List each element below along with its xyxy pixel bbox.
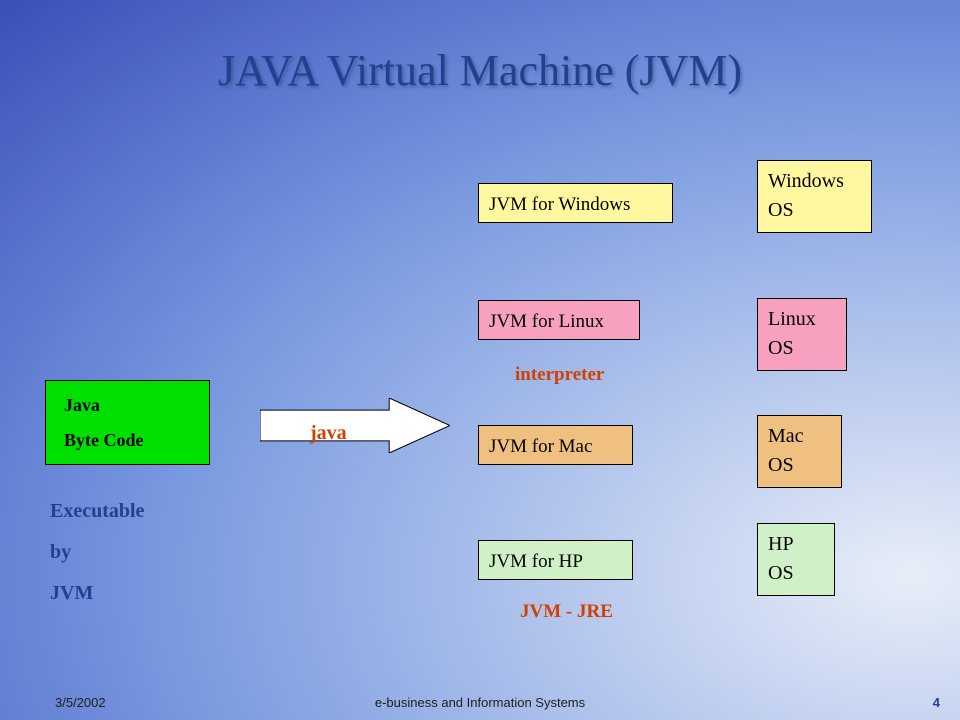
slide: JAVA Virtual Machine (JVM) Java Byte Cod…: [0, 0, 960, 720]
footer-page-number: 4: [933, 695, 940, 710]
os-line2: OS: [768, 451, 831, 480]
os-line1: Windows: [768, 167, 861, 196]
jvm-hp-box: JVM for HP: [478, 540, 633, 580]
bytecode-line2: Byte Code: [64, 428, 191, 453]
slide-title: JAVA Virtual Machine (JVM): [0, 45, 960, 96]
exec-line3: JVM: [50, 582, 144, 605]
jvm-box-text: JVM for Linux: [489, 311, 604, 332]
os-line1: Mac: [768, 422, 831, 451]
footer-center: e-business and Information Systems: [0, 695, 960, 710]
jvm-box-text: JVM for Windows: [489, 194, 630, 215]
java-label: java: [310, 422, 347, 445]
os-linux-box: Linux OS: [757, 298, 847, 371]
os-hp-box: HP OS: [757, 523, 835, 596]
jvm-mac-box: JVM for Mac: [478, 425, 633, 465]
exec-line2: by: [50, 541, 144, 564]
os-line2: OS: [768, 559, 824, 588]
interpreter-label: interpreter: [515, 364, 604, 386]
jvm-linux-box: JVM for Linux: [478, 300, 640, 340]
jvm-windows-box: JVM for Windows: [478, 183, 673, 223]
os-line2: OS: [768, 334, 836, 363]
os-mac-box: Mac OS: [757, 415, 842, 488]
os-line2: OS: [768, 196, 861, 225]
java-arrow-icon: [260, 398, 450, 453]
os-line1: Linux: [768, 305, 836, 334]
jvm-box-text: JVM for HP: [489, 551, 583, 572]
bytecode-line1: Java: [64, 393, 191, 418]
os-windows-box: Windows OS: [757, 160, 872, 233]
executable-label: Executable by JVM: [50, 500, 144, 605]
bytecode-box: Java Byte Code: [45, 380, 210, 465]
jvm-jre-label: JVM - JRE: [520, 601, 613, 623]
exec-line1: Executable: [50, 500, 144, 523]
os-line1: HP: [768, 530, 824, 559]
jvm-box-text: JVM for Mac: [489, 436, 592, 457]
